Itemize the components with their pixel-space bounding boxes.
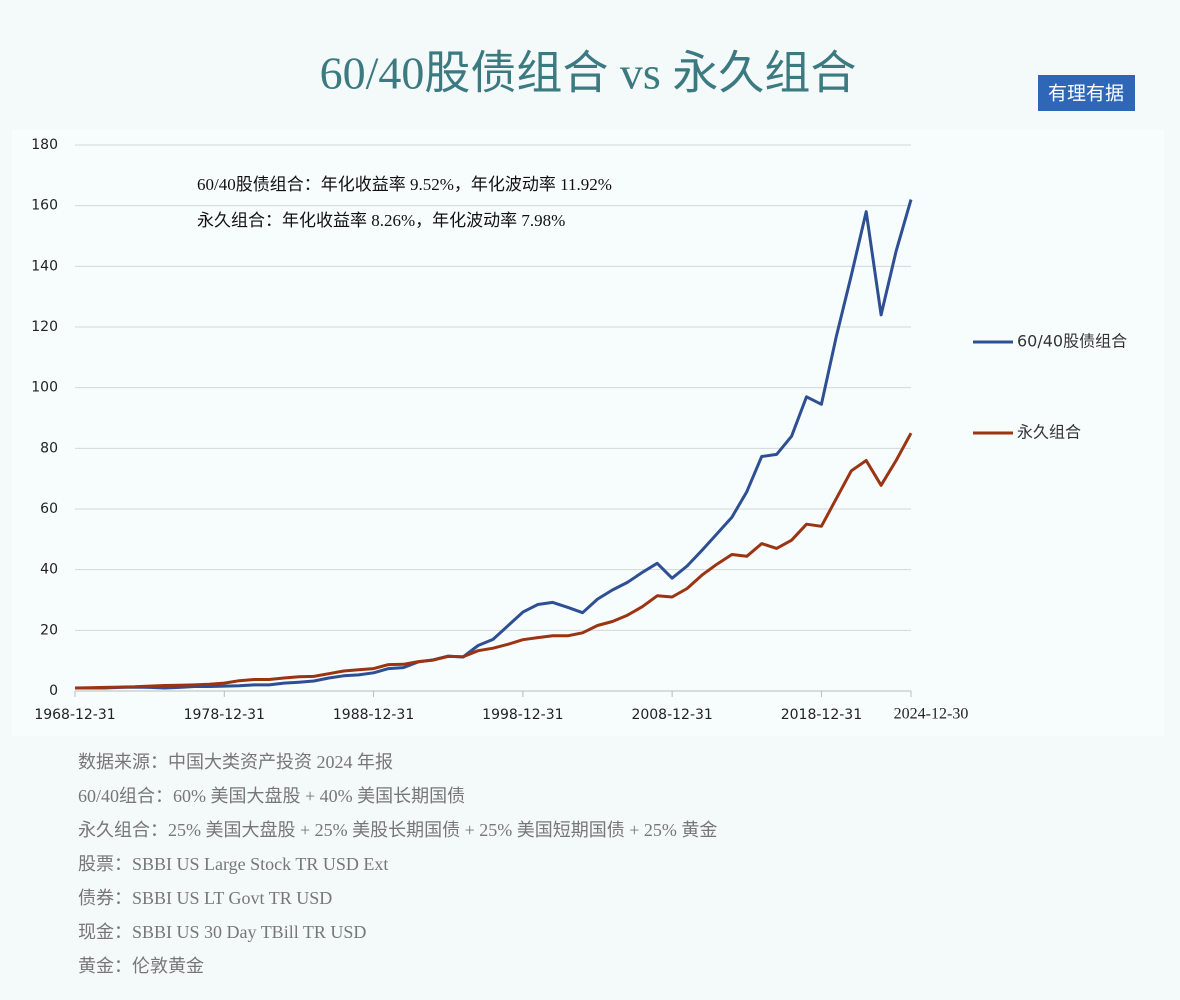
legend-label: 永久组合 bbox=[1017, 423, 1081, 442]
footnote: 债券：SBBI US LT Govt TR USD bbox=[78, 888, 332, 908]
plot-panel bbox=[12, 130, 1164, 736]
x-tick-label: 1978-12-31 bbox=[184, 707, 265, 723]
footnote: 黄金：伦敦黄金 bbox=[78, 956, 204, 976]
y-tick-label: 160 bbox=[31, 198, 58, 214]
x-tick-label: 1968-12-31 bbox=[34, 707, 115, 723]
y-tick-label: 140 bbox=[31, 258, 58, 274]
footnote: 股票：SBBI US Large Stock TR USD Ext bbox=[78, 854, 388, 874]
x-tick-label: 2008-12-31 bbox=[631, 707, 712, 723]
y-tick-label: 20 bbox=[40, 622, 58, 638]
x-tick-label: 1988-12-31 bbox=[333, 707, 414, 723]
footnote: 60/40组合：60% 美国大盘股 + 40% 美国长期国债 bbox=[78, 786, 465, 806]
x-tick-label: 2018-12-31 bbox=[781, 707, 862, 723]
y-tick-label: 40 bbox=[40, 562, 58, 578]
y-tick-label: 100 bbox=[31, 380, 58, 396]
footnote: 永久组合：25% 美国大盘股 + 25% 美股长期国债 + 25% 美国短期国债… bbox=[78, 820, 717, 840]
x-tick-label: 1998-12-31 bbox=[482, 707, 563, 723]
line-series bbox=[74, 432, 913, 690]
annotation: 永久组合：年化收益率 8.26%，年化波动率 7.98% bbox=[197, 211, 565, 230]
footnote: 数据来源：中国大类资产投资 2024 年报 bbox=[78, 752, 393, 772]
y-tick-label: 60 bbox=[40, 501, 58, 517]
line-series bbox=[75, 199, 913, 690]
y-tick-label: 80 bbox=[40, 440, 58, 456]
badge: 有理有据 bbox=[1048, 83, 1124, 105]
legend-label: 60/40股债组合 bbox=[1017, 332, 1127, 351]
chart-title: 60/40股债组合 vs 永久组合 bbox=[320, 48, 857, 99]
badge-bg bbox=[1038, 75, 1135, 111]
y-tick-label: 0 bbox=[49, 683, 58, 699]
annotation: 60/40股债组合：年化收益率 9.52%，年化波动率 11.92% bbox=[197, 175, 612, 194]
x-tick-label: 2024-12-30 bbox=[894, 706, 969, 723]
y-tick-label: 180 bbox=[31, 137, 58, 153]
y-tick-label: 120 bbox=[31, 319, 58, 335]
footnote: 现金：SBBI US 30 Day TBill TR USD bbox=[78, 922, 366, 942]
